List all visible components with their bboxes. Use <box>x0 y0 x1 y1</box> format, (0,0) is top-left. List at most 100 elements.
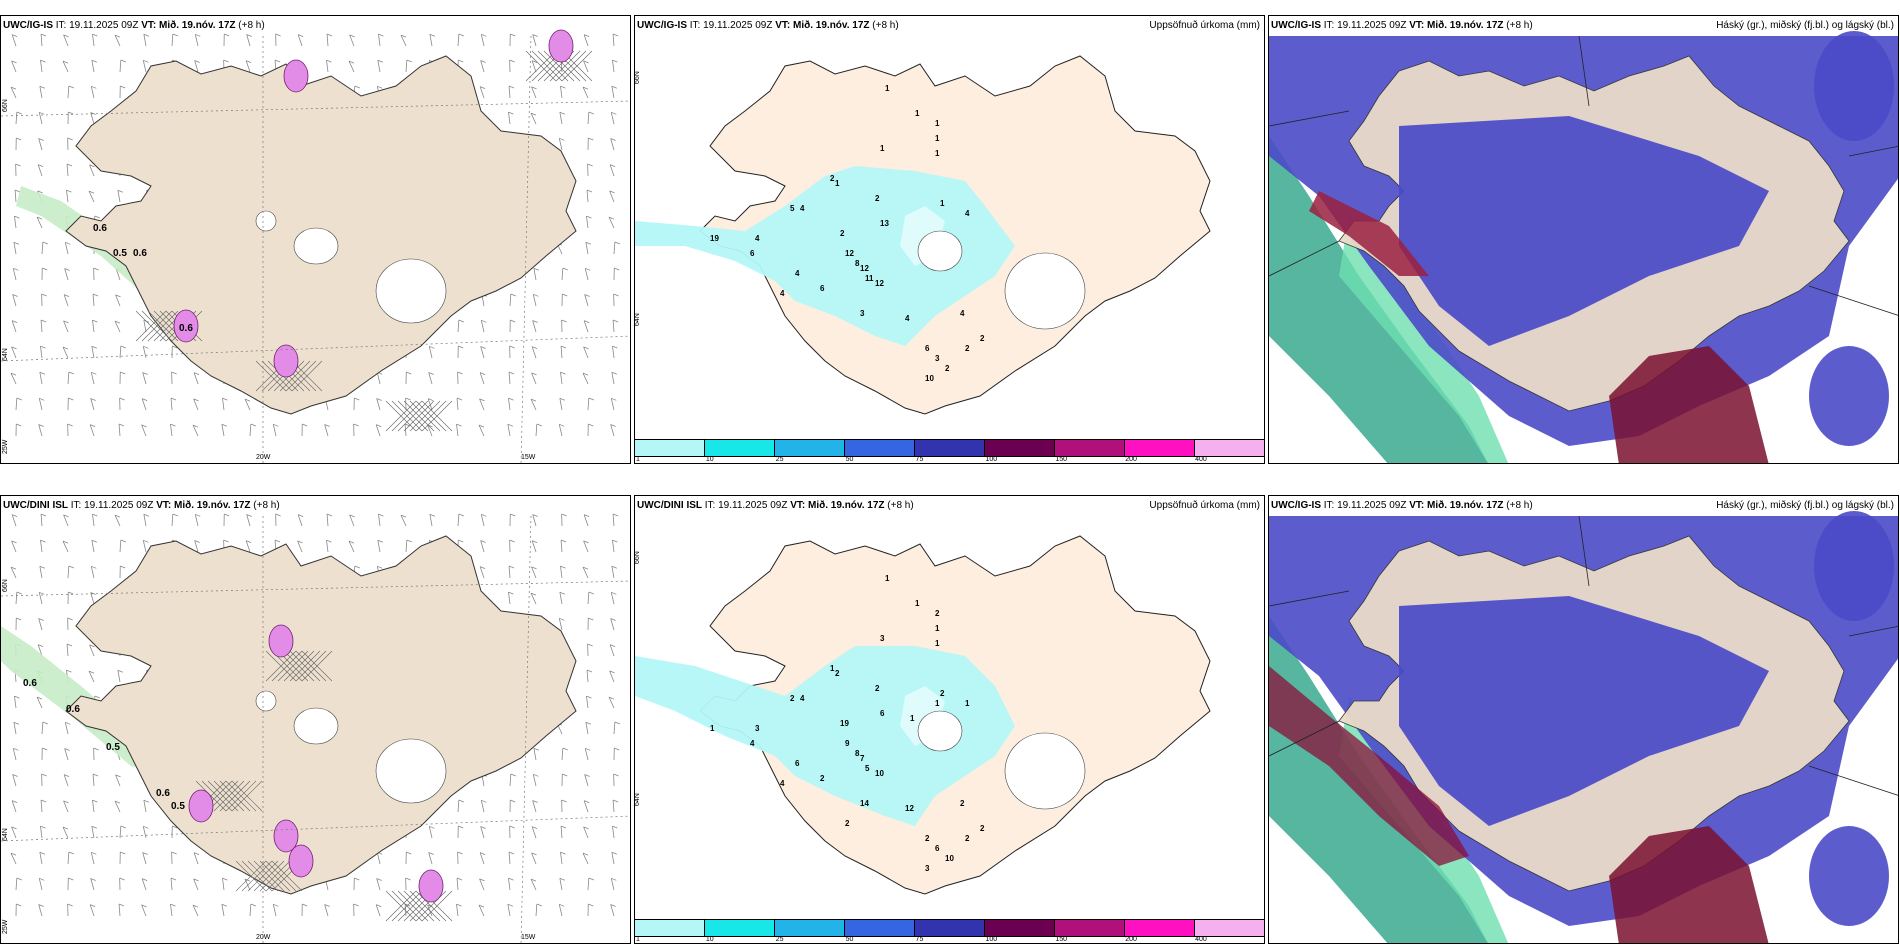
precip-value: 4 <box>800 694 805 703</box>
lat-label: 66N <box>2 579 9 592</box>
panel-title: Uppsöfnuð úrkoma (mm) <box>1149 20 1260 31</box>
lon-label: 20W <box>256 454 271 461</box>
colorbar-swatch <box>1195 440 1264 456</box>
glacier-patch <box>255 210 277 232</box>
contour-label: 0.6 <box>179 323 193 334</box>
colorbar-swatch <box>845 440 915 456</box>
precip-patch <box>268 624 294 658</box>
mid-cloud-area <box>1814 511 1894 621</box>
colorbar-swatch <box>845 920 915 936</box>
precip-value: 4 <box>960 309 965 318</box>
map-canvas <box>1269 16 1898 463</box>
precip-value: 1 <box>935 149 940 158</box>
contour-label: 0.6 <box>23 678 37 689</box>
lat-label: 66N <box>634 551 641 564</box>
lat-label: 64N <box>2 828 9 841</box>
precip-value: 4 <box>780 779 785 788</box>
glacier-patch <box>1004 252 1086 330</box>
precip-value: 1 <box>915 109 920 118</box>
panel-title: Háský (gr.), miðský (fj.bl.) og lágský (… <box>1716 20 1894 31</box>
precip-value: 3 <box>860 309 865 318</box>
panel-precip-bottom: 1 1 2 1 1 2 2 3 1 2 4 2 1 3 4 6 4 2 7 5 6 14 12 19 9 8 10 2 2 2 2 6 10 3 1… <box>634 495 1265 944</box>
precip-patch <box>273 819 299 853</box>
colorbar-tick: 1 <box>636 456 640 463</box>
colorbar-strip <box>635 919 1264 937</box>
precip-value: 4 <box>795 269 800 278</box>
colorbar-tick: 150 <box>1055 456 1068 463</box>
precip-value: 1 <box>885 84 890 93</box>
lat-label: 25W <box>2 439 9 454</box>
glacier-patch <box>375 258 447 324</box>
precip-value: 12 <box>860 264 869 273</box>
colorbar-swatch <box>1125 440 1195 456</box>
precip-value: 6 <box>880 709 885 718</box>
precip-value: 2 <box>980 824 985 833</box>
contour-label: 0.6 <box>66 704 80 715</box>
colorbar-tick: 200 <box>1125 936 1137 943</box>
precip-value: 2 <box>845 819 850 828</box>
precip-value: 1 <box>935 134 940 143</box>
lon-label: 15W <box>521 934 536 941</box>
colorbar-swatch <box>1055 440 1125 456</box>
colorbar-strip <box>635 439 1264 457</box>
colorbar-swatch <box>985 440 1055 456</box>
glacier-patch <box>293 227 339 265</box>
precip-value: 12 <box>845 249 854 258</box>
precip-patch <box>418 869 444 903</box>
mid-cloud-area <box>1399 596 1769 826</box>
colorbar-swatch <box>635 920 705 936</box>
panel-cloud-bottom: UWC/IG-IS IT: 19.11.2025 09Z VT: Mið. 19… <box>1268 495 1899 944</box>
precip-value: 1 <box>965 699 970 708</box>
colorbar-tick: 50 <box>845 456 854 463</box>
panel-header: UWC/IG-IS IT: 19.11.2025 09Z VT: Mið. 19… <box>1271 20 1533 31</box>
lat-label: 25W <box>2 919 9 934</box>
precip-value: 8 <box>855 259 860 268</box>
colorbar-tick: 150 <box>1055 936 1068 943</box>
colorbar-swatch <box>985 920 1055 936</box>
lon-label: 20W <box>256 934 271 941</box>
contour-label: 0.6 <box>133 248 147 259</box>
precip-value: 4 <box>905 314 910 323</box>
precip-value: 2 <box>925 834 930 843</box>
precip-patch <box>288 844 314 878</box>
glacier-patch <box>293 707 339 745</box>
glacier-patch <box>917 230 963 272</box>
precip-value: 6 <box>925 344 930 353</box>
colorbar-swatch <box>915 920 985 936</box>
low-cloud-area <box>1309 191 1429 276</box>
precip-value: 1 <box>935 119 940 128</box>
panel-header: UWC/IG-IS IT: 19.11.2025 09Z VT: Mið. 19… <box>1271 500 1533 511</box>
precip-value: 2 <box>965 834 970 843</box>
precip-value: 1 <box>935 639 940 648</box>
mid-cloud-area <box>1809 826 1889 926</box>
precip-value: 19 <box>840 719 849 728</box>
graticule <box>1 35 630 463</box>
precip-value: 10 <box>925 374 934 383</box>
colorbar-swatch <box>775 440 845 456</box>
colorbar-swatch <box>1125 920 1195 936</box>
colorbar-tick: 50 <box>845 936 854 943</box>
panel-precip-top: 1 1 1 1 1 1 2 1 2 1 4 5 19 4 6 4 4 6 12 11 13 3 4 2 12 8 12 4 2 2 6 3 2 1… <box>634 15 1265 464</box>
panel-wind-bottom: 0.6 0.6 0.5 0.6 0.5 UWC/DINI ISL IT: 19.11.2… <box>0 495 631 944</box>
precip-value: 7 <box>860 754 865 763</box>
precip-value: 2 <box>830 174 835 183</box>
precip-value: 2 <box>820 774 825 783</box>
glacier-patch <box>255 690 277 712</box>
contour-label: 0.6 <box>93 223 107 234</box>
graticule <box>1 515 630 943</box>
precip-value: 2 <box>935 609 940 618</box>
precip-value: 12 <box>905 804 914 813</box>
precip-value: 4 <box>965 209 970 218</box>
panel-header: UWC/IG-IS IT: 19.11.2025 09Z VT: Mið. 19… <box>637 20 899 31</box>
colorbar-tick: 200 <box>1125 456 1137 463</box>
precip-value: 4 <box>755 234 760 243</box>
precip-value: 4 <box>750 739 755 748</box>
precip-value: 3 <box>935 354 940 363</box>
precip-value: 13 <box>880 219 889 228</box>
colorbar-swatch <box>635 440 705 456</box>
precip-value: 2 <box>875 684 880 693</box>
precip-value: 3 <box>755 724 760 733</box>
precip-value: 3 <box>880 634 885 643</box>
precip-value: 6 <box>795 759 800 768</box>
precip-value: 1 <box>880 144 885 153</box>
